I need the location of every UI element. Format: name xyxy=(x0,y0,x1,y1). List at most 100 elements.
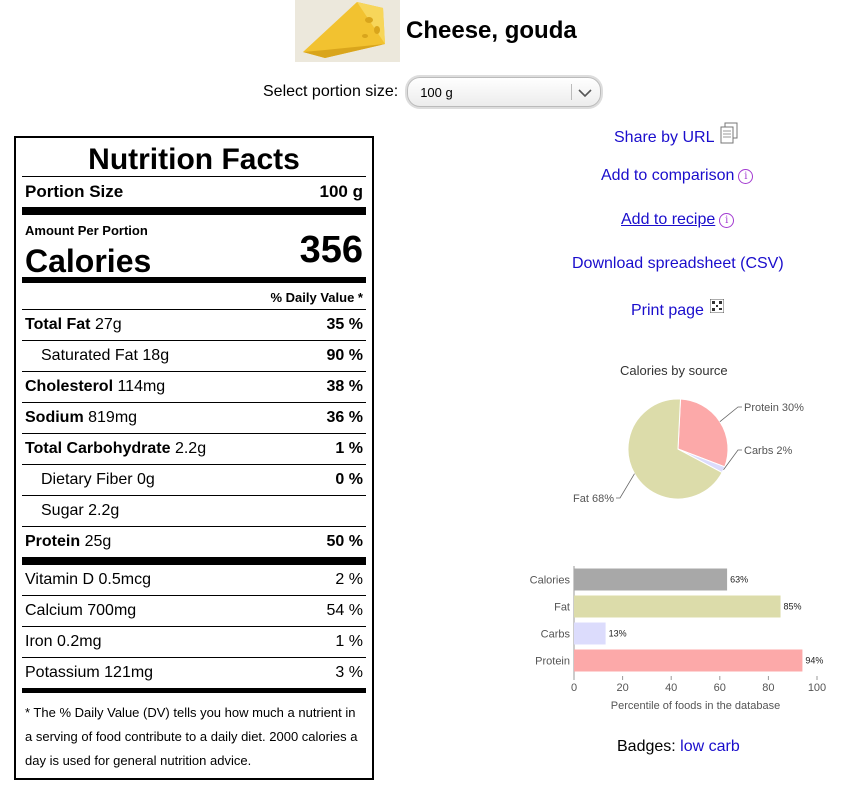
add-comparison-row: Add to comparison i xyxy=(601,167,754,185)
nutrient-row: Saturated Fat 18g 90 % xyxy=(22,341,366,372)
nutrient-label: Sugar xyxy=(41,502,84,519)
nutrient-label: Sodium xyxy=(25,409,84,426)
nutrient-row: Sugar 2.2g xyxy=(22,496,366,527)
pie-chart-title: Calories by source xyxy=(620,363,728,378)
portion-select-value: 100 g xyxy=(420,84,453,100)
divider-thick xyxy=(22,207,366,215)
nutrition-facts-title: Nutrition Facts xyxy=(22,140,366,177)
qr-code-icon[interactable] xyxy=(709,298,725,314)
print-page-link[interactable]: Print page xyxy=(631,302,704,319)
calories-value: 356 xyxy=(299,229,363,271)
add-recipe-link[interactable]: Add to recipe xyxy=(621,211,716,228)
x-tick-label: 60 xyxy=(714,682,726,694)
badges-label: Badges: xyxy=(617,738,676,755)
nutrient-daily-value: 50 % xyxy=(326,533,363,550)
bar-category-label: Protein xyxy=(535,656,570,668)
nutrient-row: Protein 25g 50 % xyxy=(22,527,366,557)
daily-value-header: % Daily Value * xyxy=(22,283,366,310)
vitamin-list: Vitamin D 0.5mcg 2 % Calcium 700mg 54 % Iron… xyxy=(22,565,366,688)
pie-leader-line xyxy=(723,449,742,470)
nutrient-label: Total Carbohydrate xyxy=(25,440,171,457)
vitamin-name: Potassium 121mg xyxy=(25,664,153,682)
vitamin-daily-value: 2 % xyxy=(335,571,363,588)
nutrient-name: Protein 25g xyxy=(25,533,111,551)
x-tick-label: 80 xyxy=(762,682,774,694)
copy-icon[interactable] xyxy=(720,122,738,144)
vitamin-name: Calcium 700mg xyxy=(25,602,136,620)
vitamin-row: Vitamin D 0.5mcg 2 % xyxy=(22,565,366,596)
vitamin-row: Iron 0.2mg 1 % xyxy=(22,627,366,658)
print-row: Print page xyxy=(631,298,725,320)
portion-size-value: 100 g xyxy=(319,182,363,201)
food-title: Cheese, gouda xyxy=(406,17,577,44)
nutrient-amount: 819mg xyxy=(88,409,138,426)
bar xyxy=(574,595,781,618)
share-url-row: Share by URL xyxy=(614,122,738,147)
nutrient-daily-value: 0 % xyxy=(335,471,363,488)
add-comparison-link[interactable]: Add to comparison xyxy=(601,167,735,184)
pie-slice-label: Protein 30% xyxy=(744,402,804,414)
info-icon[interactable]: i xyxy=(738,169,754,184)
vitamin-amount: 0.5mcg xyxy=(98,571,151,588)
vitamin-daily-value: 3 % xyxy=(335,664,363,681)
nutrient-name: Cholesterol 114mg xyxy=(25,378,165,396)
select-divider xyxy=(571,84,573,100)
x-tick-label: 40 xyxy=(665,682,677,694)
chevron-down-icon xyxy=(578,89,592,98)
calories-block: Amount Per Portion Calories 356 xyxy=(22,215,366,283)
nutrient-amount: 2.2g xyxy=(174,440,207,457)
percentile-bar-chart: Calories 63% Fat 85% Carbs 13% Protein 94% 0 20 40… xyxy=(530,566,826,712)
nutrient-name: Sodium 819mg xyxy=(25,409,137,427)
nutrient-label: Saturated Fat xyxy=(41,347,138,364)
amount-per-portion-label: Amount Per Portion xyxy=(25,223,148,238)
badges-row: Badges: low carb xyxy=(617,738,740,756)
nutrient-amount: 114mg xyxy=(117,378,166,395)
vitamin-label: Vitamin D xyxy=(25,571,95,588)
vitamin-label: Iron xyxy=(25,633,53,650)
nutrient-row: Dietary Fiber 0g 0 % xyxy=(22,465,366,496)
badge-low-carb-link[interactable]: low carb xyxy=(680,738,740,755)
nutrient-name: Total Carbohydrate 2.2g xyxy=(25,440,206,458)
nutrient-amount: 0g xyxy=(137,471,155,488)
x-tick-label: 20 xyxy=(616,682,628,694)
pie-slice xyxy=(627,398,723,500)
portion-size-row: Portion Size 100 g xyxy=(22,177,366,207)
pie-slice-label: Fat 68% xyxy=(573,493,614,505)
bar xyxy=(574,568,728,591)
x-axis-label: Percentile of foods in the database xyxy=(611,700,780,712)
portion-label: Select portion size: xyxy=(263,83,399,100)
vitamin-amount: 0.2mg xyxy=(57,633,102,650)
calories-label: Calories xyxy=(25,243,152,279)
portion-select[interactable]: 100 g xyxy=(407,77,602,107)
daily-value-footnote: * The % Daily Value (DV) tells you how m… xyxy=(25,705,358,768)
vitamin-name: Vitamin D 0.5mcg xyxy=(25,571,151,589)
vitamin-row: Potassium 121mg 3 % xyxy=(22,658,366,688)
vitamin-daily-value: 54 % xyxy=(326,602,363,619)
vitamin-amount: 700mg xyxy=(87,602,137,619)
nutrient-daily-value: 36 % xyxy=(326,409,363,426)
nutrient-row: Cholesterol 114mg 38 % xyxy=(22,372,366,403)
nutrient-name: Saturated Fat 18g xyxy=(25,347,169,365)
nutrient-daily-value: 35 % xyxy=(326,316,363,333)
nutrient-daily-value: 38 % xyxy=(326,378,363,395)
calories-pie-chart: Protein 30% Carbs 2% Fat 68% xyxy=(573,398,804,505)
bar xyxy=(574,622,606,645)
nutrient-name: Total Fat 27g xyxy=(25,316,122,334)
add-recipe-row: Add to recipe i xyxy=(621,211,735,229)
nutrient-daily-value: 1 % xyxy=(335,440,363,457)
nutrient-daily-value: 90 % xyxy=(326,347,363,364)
vitamin-label: Potassium xyxy=(25,664,100,681)
download-csv-link[interactable]: Download spreadsheet (CSV) xyxy=(572,255,784,272)
bar xyxy=(574,649,803,672)
food-header: Cheese, gouda xyxy=(295,0,577,62)
share-url-link[interactable]: Share by URL xyxy=(614,129,714,146)
pie-slice-label: Carbs 2% xyxy=(744,445,793,457)
bar-category-label: Calories xyxy=(530,575,571,587)
info-icon[interactable]: i xyxy=(719,213,735,228)
bar-value-label: 85% xyxy=(784,602,802,612)
pie-slice xyxy=(677,398,729,468)
nutrient-name: Dietary Fiber 0g xyxy=(25,471,155,489)
bar-value-label: 94% xyxy=(805,656,823,666)
vitamin-row: Calcium 700mg 54 % xyxy=(22,596,366,627)
nutrition-facts-label: Nutrition Facts Portion Size 100 g Amoun… xyxy=(14,136,374,780)
